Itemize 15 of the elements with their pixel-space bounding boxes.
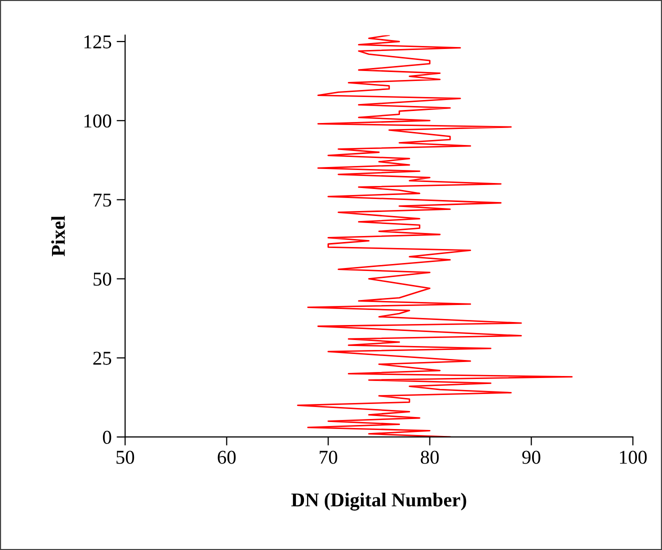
x-tick-label: 60 [218,450,236,464]
x-tick-label: 90 [522,450,540,464]
line-series [297,35,573,437]
y-tick-label: 125 [84,35,112,48]
x-tick-label: 50 [116,450,134,464]
x-tick-label: 80 [420,450,439,464]
x-axis-title: DN (Digital Number) [291,492,466,511]
y-tick-label: 100 [84,114,112,128]
y-tick-label: 75 [94,194,112,207]
y-axis-title: Pixel [51,216,65,256]
x-tick-label: 100 [620,450,647,464]
y-tick-label: 25 [93,352,112,365]
y-tick-label: 0 [102,430,112,444]
x-tick-label: 70 [320,450,338,464]
y-tick-label: 50 [94,272,112,286]
